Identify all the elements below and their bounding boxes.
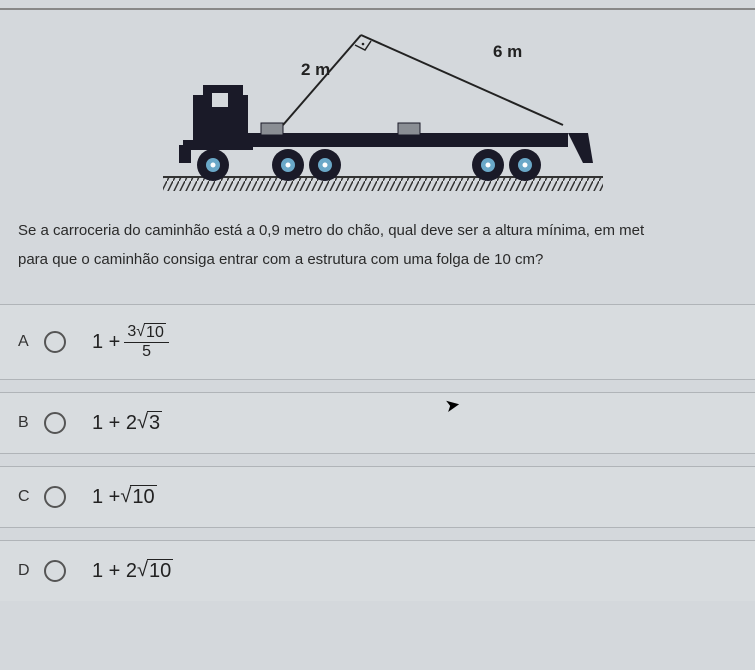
label-2m: 2 m [301,60,330,79]
fraction: 3√10 5 [124,323,168,361]
diagram: 2 m 6 m [0,10,755,205]
option-letter: C [18,488,44,506]
option-b-content: 1 + 2√3 [92,411,162,435]
radio-icon [44,331,66,353]
option-c-content: 1 + √10 [92,485,157,509]
option-c[interactable]: C 1 + √10 [0,466,755,528]
question-line2: para que o caminhão consiga entrar com a… [18,246,737,275]
option-a-content: 1 + 3√10 5 [92,323,173,361]
question-text: Se a carroceria do caminhão está a 0,9 m… [0,205,755,294]
option-b[interactable]: B 1 + 2√3 [0,392,755,454]
question-line1: Se a carroceria do caminhão está a 0,9 m… [18,217,737,246]
flatbed-end [568,133,593,163]
label-6m: 6 m [493,42,522,61]
option-d-content: 1 + 2√10 [92,559,173,583]
option-letter: D [18,562,44,580]
radio-icon [44,560,66,582]
prefix: 1 + [92,486,120,509]
radio-icon [44,486,66,508]
option-d[interactable]: D 1 + 2√10 [0,540,755,601]
prefix: 1 + [92,331,120,354]
option-letter: A [18,333,44,351]
options-list: A 1 + 3√10 5 B 1 + 2√3 C 1 + √10 D 1 [0,294,755,601]
ground-hatch [163,177,603,191]
radio-icon [44,412,66,434]
prefix: 1 + 2 [92,412,137,435]
prefix: 1 + 2 [92,560,137,583]
option-letter: B [18,414,44,432]
option-a[interactable]: A 1 + 3√10 5 [0,304,755,380]
